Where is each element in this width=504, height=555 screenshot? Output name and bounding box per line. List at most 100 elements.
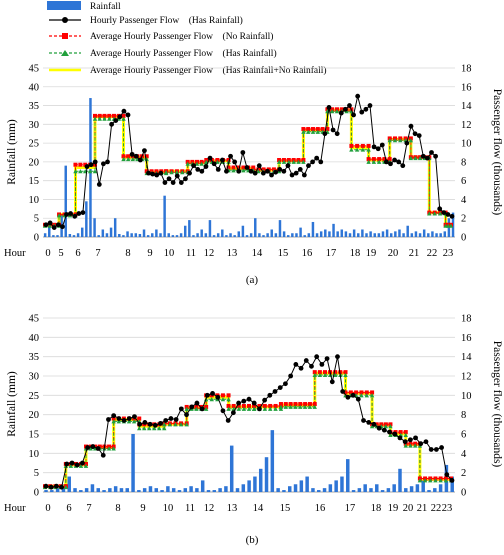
avg-no-rain-marker [93, 162, 97, 167]
hour-label: 14 [253, 503, 264, 514]
avg-no-rain-marker [283, 402, 288, 407]
rainfall-bar [402, 233, 405, 237]
rainfall-bar [451, 212, 455, 237]
rainfall-bar [56, 235, 59, 237]
hourly-flow-point [137, 421, 143, 427]
hourly-flow-point [54, 483, 59, 489]
hourly-flow-point [281, 168, 287, 174]
rainfall-bar [84, 488, 89, 492]
hourly-flow-point [210, 391, 215, 396]
left-tick-label: 30 [29, 372, 40, 383]
avg-no-rain-marker [377, 157, 382, 162]
rainfall-bar [113, 218, 117, 237]
avg-has-rain-marker [288, 404, 293, 409]
rainfall-bar [389, 233, 393, 237]
rainfall-bar [90, 484, 95, 492]
right-tick-label: 10 [461, 139, 472, 150]
rainfall-bar [151, 233, 154, 237]
avg-has-rain-marker [121, 116, 126, 121]
avg-has-rain-marker [296, 159, 301, 164]
rainfall-bar [137, 490, 141, 492]
hourly-flow-point [121, 108, 127, 114]
hourly-flow-point [330, 127, 336, 133]
rainfall-bar [55, 488, 60, 492]
avg-no-rain-marker [78, 162, 83, 167]
avg-has-rain-marker [78, 463, 84, 468]
hour-label: 0 [45, 248, 50, 259]
rainfall-bar [155, 229, 158, 237]
hour-label: 19 [366, 248, 377, 259]
hourly-flow-point [379, 142, 385, 148]
legend-item-hourly: Hourly Passenger Flow (Has Rainfall) [49, 15, 243, 26]
hourly-flow-point [265, 168, 270, 174]
avg-has-rain-marker [241, 168, 246, 173]
avg-has-rain-marker [68, 463, 74, 468]
hourly-flow-point [178, 180, 184, 185]
legend-item-avg-no-rain: Average Hourly Passenger Flow (No Rainfa… [49, 31, 273, 42]
avg-no-rain-marker [320, 127, 325, 132]
rainfall-bar [334, 480, 338, 492]
avg-has-rain-marker [403, 432, 408, 437]
avg-no-rain-marker [355, 143, 360, 148]
hourly-flow-point [246, 396, 252, 402]
hourly-flow-point [129, 151, 135, 157]
hourly-flow-point [252, 170, 258, 176]
hourly-flow-point [416, 133, 422, 139]
rainfall-bar [293, 484, 298, 492]
left-tick-label: 35 [29, 101, 40, 112]
rainfall-bar [142, 229, 146, 237]
rainfall-bar [102, 490, 106, 492]
hour-label: 12 [204, 248, 215, 259]
hourly-flow-point [293, 362, 299, 367]
avg-has-rain-marker [330, 108, 335, 114]
rainfall-bar [398, 468, 402, 492]
avg-no-rain-marker [236, 403, 241, 408]
hourly-flow-point [69, 460, 75, 466]
rainfall-bar [340, 476, 344, 492]
rainfall-bar [160, 490, 164, 492]
rainfall-bar [377, 233, 381, 237]
rainfall-bar [218, 488, 222, 492]
avg-has-rain-marker [163, 170, 169, 175]
avg-no-rain-marker [366, 157, 371, 162]
rainfall-bar [258, 468, 263, 492]
rainfall-bar [131, 434, 135, 492]
rainfall-bar [352, 229, 356, 237]
rainfall-bar [148, 486, 153, 492]
hourly-flow-point [211, 161, 217, 167]
rainfall-bar [373, 233, 376, 237]
hourly-flow-point [338, 110, 344, 116]
hourly-flow-point [387, 429, 392, 435]
hourly-flow-point [340, 389, 346, 394]
hour-label: 19 [388, 503, 399, 514]
rainfall-bar [221, 229, 224, 237]
avg-has-rain-marker [184, 406, 189, 411]
avg-no-rain-marker [257, 403, 262, 408]
right-tick-label: 6 [461, 176, 466, 187]
rainfall-bar [44, 490, 48, 492]
hour-label: 9 [140, 503, 145, 514]
avg-has-rain-marker [443, 478, 449, 483]
avg-no-rain-marker [349, 143, 354, 148]
hourly-flow-point [363, 106, 369, 112]
hourly-flow-point [314, 354, 320, 360]
hourly-flow-point [367, 103, 373, 108]
rainfall-bar [189, 486, 193, 492]
hourly-flow-point [224, 168, 229, 174]
left-tick-label: 45 [29, 64, 40, 75]
left-tick-label: 45 [29, 314, 40, 325]
hour-label: 17 [326, 248, 337, 259]
avg-has-rain-marker [315, 129, 320, 134]
rainfall-bar [311, 221, 315, 237]
left-tick-label: 30 [29, 120, 40, 131]
left-tick-label: 5 [34, 468, 39, 479]
hourly-flow-point [47, 220, 53, 226]
rainfall-bar [398, 229, 401, 237]
avg-has-rain-marker [97, 116, 102, 121]
rainfall-bar [404, 488, 408, 492]
hourly-flow-point [195, 167, 201, 172]
avg-no-rain-marker [226, 393, 231, 398]
avg-has-rain-marker [73, 169, 78, 174]
hour-label: 10 [163, 503, 174, 514]
